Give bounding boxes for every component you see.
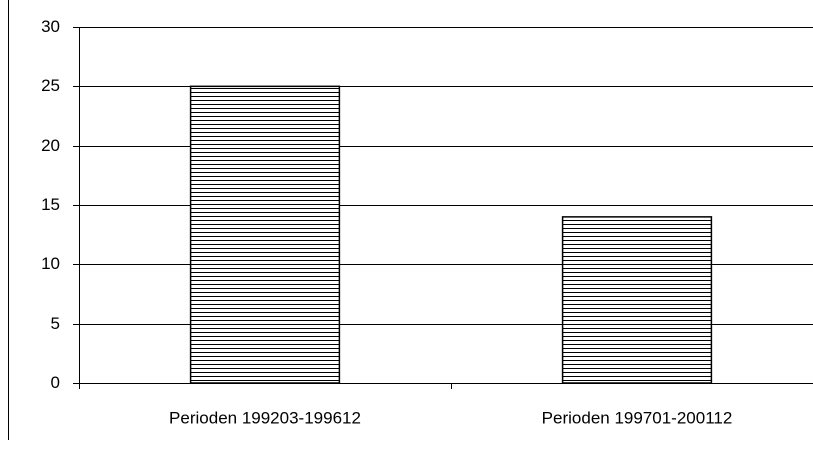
y-tick-label: 5 (51, 314, 60, 333)
y-tick-label: 10 (41, 254, 60, 273)
y-tick-label: 20 (41, 136, 60, 155)
x-tick-label: Perioden 199701-200112 (542, 408, 733, 427)
bar (561, 216, 713, 384)
x-tick-label: Perioden 199203-199612 (169, 408, 361, 427)
y-tick-label: 25 (41, 76, 60, 95)
y-tick-label: 30 (41, 17, 60, 36)
bar (189, 85, 341, 384)
y-tick-label: 0 (51, 373, 60, 392)
y-tick-label: 15 (41, 195, 60, 214)
